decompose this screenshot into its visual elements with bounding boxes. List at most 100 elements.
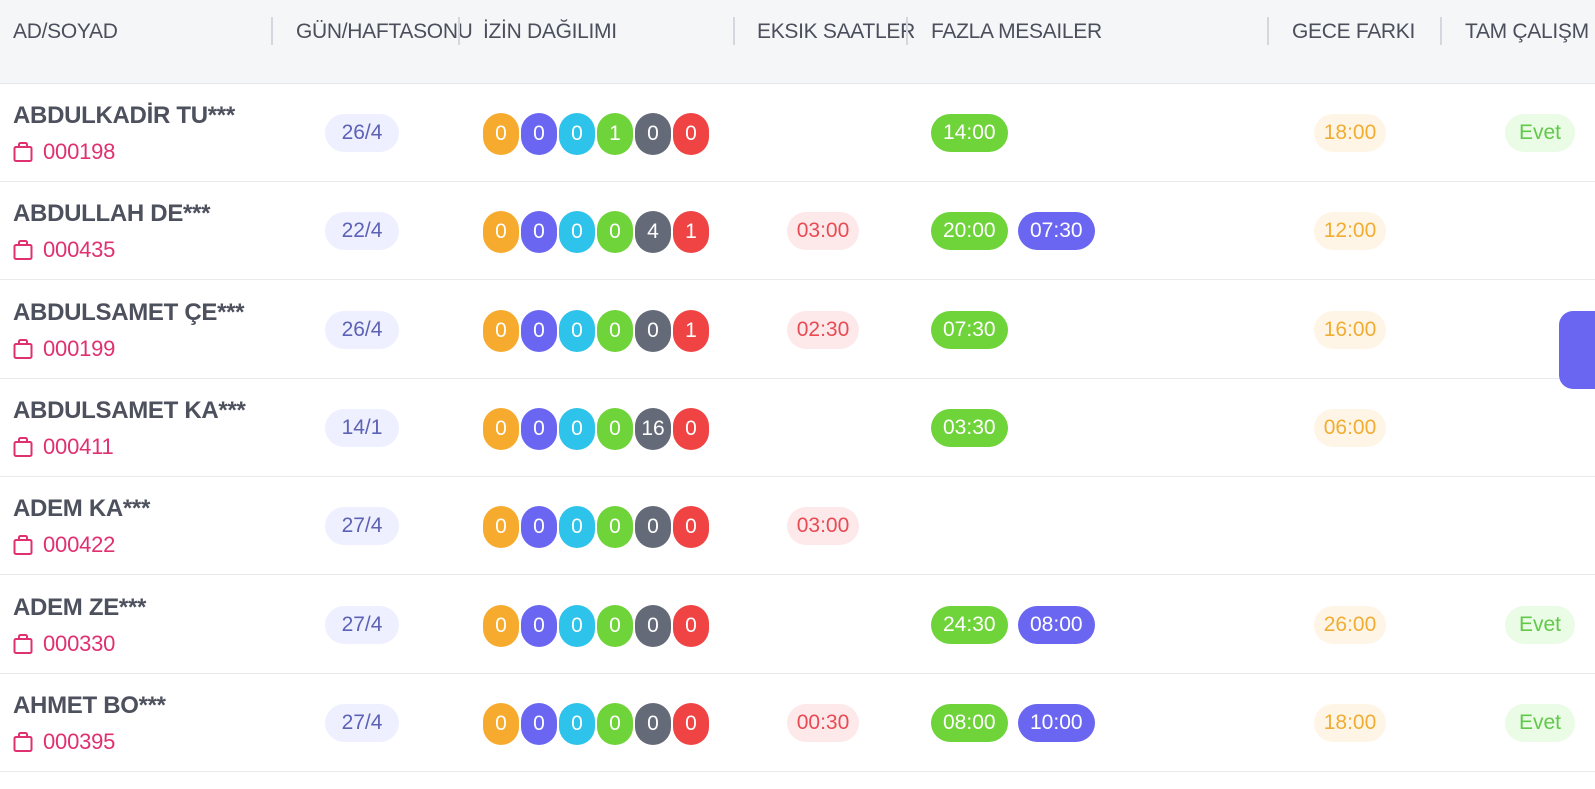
briefcase-icon bbox=[13, 436, 33, 457]
missing-hours-badge: 03:00 bbox=[787, 507, 859, 546]
employee-name: ABDULSAMET KA*** bbox=[13, 396, 246, 424]
full-time-badge: Evet bbox=[1505, 703, 1575, 742]
leave-count-dot: 1 bbox=[673, 309, 709, 352]
leave-count-dot: 0 bbox=[597, 211, 633, 254]
employee-name: ABDULSAMET ÇE*** bbox=[13, 298, 245, 326]
employee-name: ADEM ZE*** bbox=[13, 593, 147, 621]
leave-count-dot: 0 bbox=[635, 506, 671, 549]
leave-count-dot: 0 bbox=[521, 506, 557, 549]
overtime-extra-badge: 08:00 bbox=[1018, 605, 1095, 644]
leave-count-dot: 0 bbox=[559, 702, 595, 745]
night-diff-badge: 06:00 bbox=[1314, 408, 1386, 447]
night-diff-badge: 12:00 bbox=[1314, 212, 1386, 251]
leave-count-dot: 0 bbox=[559, 604, 595, 647]
leave-count-dot: 0 bbox=[673, 506, 709, 549]
overtime-badge: 14:00 bbox=[931, 114, 1008, 152]
employee-name: ABDULLAH DE*** bbox=[13, 200, 211, 228]
table-header: AD/SOYAD GÜN/HAFTASONU İZİN DAĞILIMI EKS… bbox=[0, 0, 1595, 84]
leave-count-dot: 0 bbox=[673, 702, 709, 745]
days-weekend-badge: 14/1 bbox=[325, 408, 399, 447]
days-weekend-badge: 27/4 bbox=[325, 507, 399, 546]
days-weekend-badge: 22/4 bbox=[325, 212, 399, 251]
days-weekend-badge: 27/4 bbox=[325, 605, 399, 644]
overtime-extra-badge: 07:30 bbox=[1018, 212, 1095, 251]
leave-count-dot: 0 bbox=[521, 407, 557, 450]
leave-count-dot: 0 bbox=[597, 309, 633, 352]
column-divider[interactable] bbox=[733, 17, 735, 45]
leave-count-dot: 0 bbox=[483, 506, 519, 549]
overtime-badge: 24:30 bbox=[931, 605, 1008, 644]
employee-code: 000422 bbox=[43, 532, 116, 558]
column-header-full[interactable]: TAM ÇALIŞM bbox=[1465, 20, 1589, 43]
leave-count-dot: 1 bbox=[597, 113, 633, 155]
column-header-night[interactable]: GECE FARKI bbox=[1292, 20, 1416, 43]
employee-code: 000411 bbox=[43, 433, 114, 459]
leave-count-dot: 0 bbox=[521, 113, 557, 155]
leave-count-dot: 0 bbox=[559, 309, 595, 352]
column-divider[interactable] bbox=[1440, 17, 1442, 45]
employee-name: AHMET BO*** bbox=[13, 691, 166, 719]
leave-count-dot: 0 bbox=[635, 113, 671, 155]
leave-count-dot: 0 bbox=[559, 211, 595, 254]
employee-code: 000199 bbox=[43, 335, 116, 361]
column-divider[interactable] bbox=[906, 17, 908, 45]
full-time-badge: Evet bbox=[1505, 605, 1575, 644]
full-time-badge: Evet bbox=[1505, 114, 1575, 152]
column-header-leave[interactable]: İZİN DAĞILIMI bbox=[483, 20, 617, 43]
leave-count-dot: 0 bbox=[635, 702, 671, 745]
side-panel-handle[interactable] bbox=[1559, 311, 1595, 389]
leave-count-dot: 0 bbox=[483, 702, 519, 745]
leave-count-dot: 0 bbox=[483, 113, 519, 155]
leave-count-dot: 0 bbox=[521, 309, 557, 352]
employee-code: 000330 bbox=[43, 630, 116, 656]
days-weekend-badge: 26/4 bbox=[325, 310, 399, 349]
leave-count-dot: 0 bbox=[597, 506, 633, 549]
employee-name: ADEM KA*** bbox=[13, 495, 151, 523]
leave-count-dot: 0 bbox=[635, 309, 671, 352]
column-header-overtime[interactable]: FAZLA MESAILER bbox=[931, 20, 1102, 43]
leave-count-dot: 16 bbox=[635, 407, 671, 450]
employee-code-group: 000411 bbox=[13, 433, 114, 461]
column-divider[interactable] bbox=[271, 17, 273, 45]
column-header-days[interactable]: GÜN/HAFTASONU bbox=[296, 20, 473, 43]
leave-count-dot: 0 bbox=[483, 211, 519, 254]
missing-hours-badge: 03:00 bbox=[787, 212, 859, 251]
briefcase-icon bbox=[13, 142, 33, 162]
leave-count-dot: 0 bbox=[483, 604, 519, 647]
employee-code-group: 000330 bbox=[13, 630, 115, 658]
employee-code: 000198 bbox=[43, 139, 116, 164]
briefcase-icon bbox=[13, 240, 33, 261]
days-weekend-badge: 27/4 bbox=[325, 703, 399, 742]
column-divider[interactable] bbox=[1267, 17, 1269, 45]
overtime-badge: 08:00 bbox=[931, 703, 1008, 742]
column-header-missing[interactable]: EKSIK SAATLER bbox=[757, 20, 915, 43]
leave-count-dot: 0 bbox=[597, 702, 633, 745]
column-header-name[interactable]: AD/SOYAD bbox=[13, 20, 118, 43]
days-weekend-badge: 26/4 bbox=[325, 114, 399, 152]
leave-count-dot: 0 bbox=[597, 407, 633, 450]
leave-count-dot: 0 bbox=[673, 407, 709, 450]
overtime-extra-badge: 10:00 bbox=[1018, 703, 1095, 742]
night-diff-badge: 26:00 bbox=[1314, 605, 1386, 644]
table-row[interactable]: ABDULSAMET KA*** 000411 14/1 0 0 0 0 16 0 03:… bbox=[0, 378, 1595, 477]
briefcase-icon bbox=[13, 731, 33, 752]
night-diff-badge: 16:00 bbox=[1314, 310, 1386, 349]
column-divider[interactable] bbox=[458, 17, 460, 45]
leave-distribution: 0 0 0 0 16 0 bbox=[483, 407, 711, 450]
briefcase-icon bbox=[13, 633, 33, 654]
employee-code-group: 000199 bbox=[13, 335, 115, 363]
overtime-badge: 20:00 bbox=[931, 212, 1008, 251]
leave-count-dot: 4 bbox=[635, 211, 671, 254]
leave-count-dot: 1 bbox=[673, 211, 709, 254]
